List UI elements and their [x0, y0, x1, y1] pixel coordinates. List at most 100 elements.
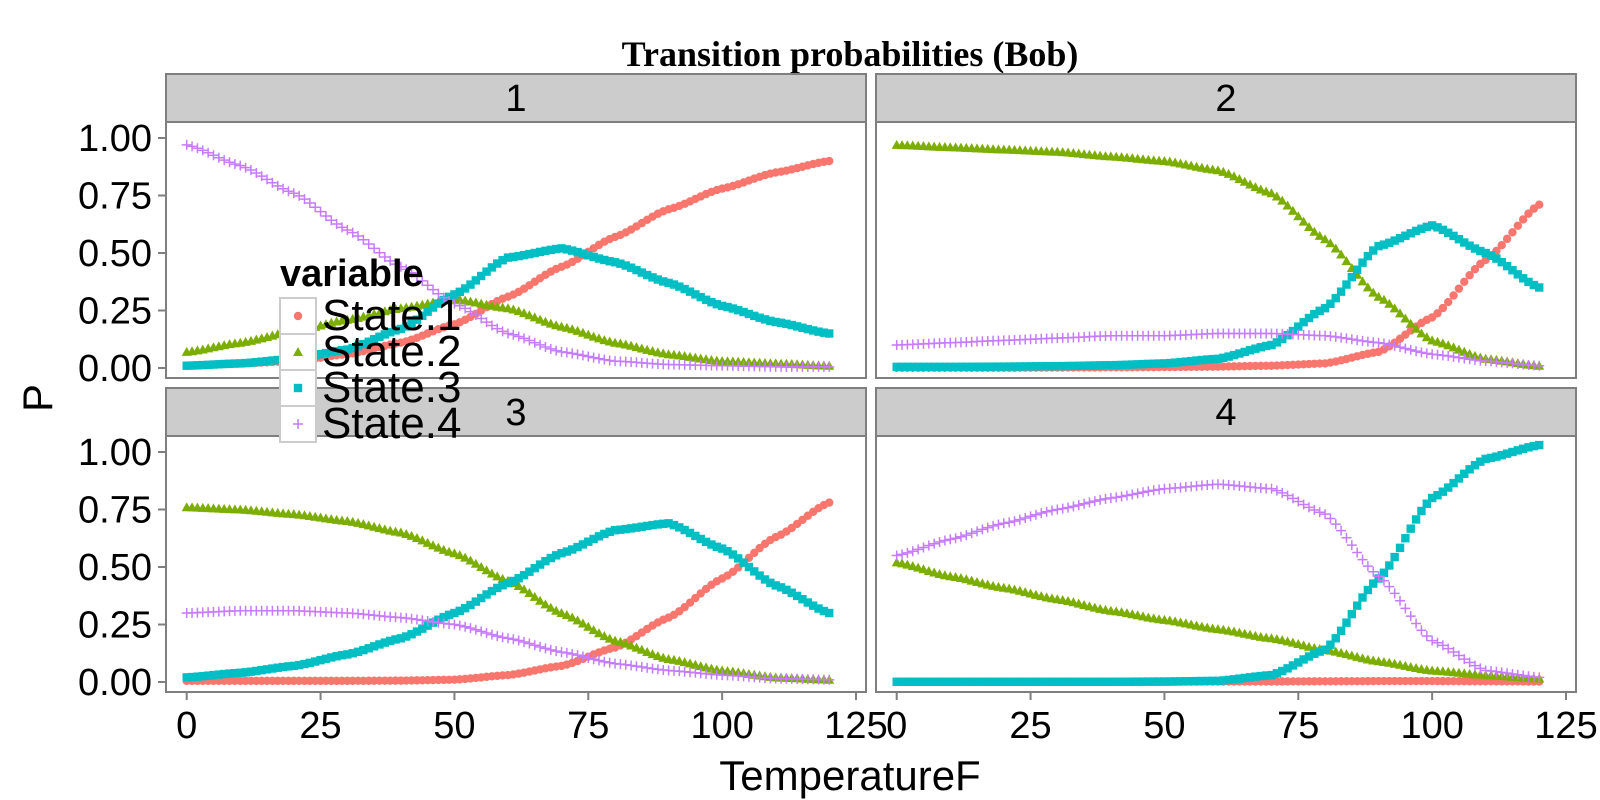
data-point — [1239, 176, 1250, 186]
data-point — [1282, 490, 1293, 501]
data-point — [907, 546, 918, 557]
data-point — [760, 315, 770, 324]
data-point — [1213, 354, 1223, 363]
data-point — [1460, 469, 1469, 478]
data-point — [1357, 276, 1368, 286]
data-point — [1454, 235, 1464, 244]
facet-panels: 1 2 3 4 — [165, 73, 1577, 693]
data-point — [1535, 283, 1544, 292]
data-point — [808, 601, 818, 610]
data-point — [321, 348, 331, 358]
data-point — [819, 606, 829, 616]
data-point — [411, 533, 422, 543]
data-point — [1101, 677, 1110, 686]
data-point — [1363, 585, 1373, 595]
data-point — [588, 625, 599, 635]
data-point — [1416, 625, 1427, 636]
data-point — [1063, 361, 1073, 371]
data-point — [1385, 561, 1394, 570]
x-tick-label: 125 — [824, 705, 887, 747]
data-point — [604, 657, 615, 668]
data-point — [578, 249, 588, 258]
data-point — [257, 357, 266, 366]
data-point — [402, 632, 411, 641]
data-point — [320, 210, 331, 221]
data-point — [919, 362, 928, 372]
data-point — [556, 647, 567, 658]
data-point — [1513, 221, 1523, 230]
data-point — [1535, 440, 1544, 450]
data-point — [1529, 441, 1539, 451]
data-point — [1101, 361, 1110, 370]
data-point — [771, 317, 780, 327]
data-point — [1336, 626, 1346, 636]
data-point — [593, 628, 604, 638]
data-point — [1138, 487, 1149, 498]
data-point — [187, 361, 197, 370]
data-point — [262, 174, 273, 185]
data-point — [766, 316, 775, 326]
data-point — [929, 677, 939, 686]
x-tick-label: 75 — [1277, 705, 1319, 747]
data-point — [1320, 645, 1330, 654]
data-point — [588, 352, 599, 363]
series-state-3 — [182, 244, 834, 370]
data-point — [428, 540, 439, 550]
data-point — [1411, 323, 1422, 333]
data-point — [1208, 676, 1217, 686]
data-point — [988, 677, 998, 686]
data-point — [245, 165, 256, 176]
data-point — [593, 655, 604, 666]
data-point — [471, 597, 481, 606]
data-point — [1089, 496, 1100, 507]
data-point — [1299, 655, 1308, 664]
data-point — [567, 648, 578, 659]
data-point — [1346, 334, 1357, 345]
y-axis-ticks: 0.00 0.25 0.50 0.75 1.00 0.00 0.25 0.50 0.75 1.00 — [78, 118, 166, 704]
data-point — [760, 575, 770, 584]
data-point — [1421, 348, 1432, 359]
data-point — [1379, 240, 1389, 249]
data-point — [396, 324, 406, 334]
data-point — [1460, 277, 1469, 286]
data-point — [1015, 677, 1025, 686]
data-point — [739, 558, 748, 567]
data-point — [369, 642, 379, 651]
data-point — [1443, 351, 1454, 362]
data-point — [262, 356, 272, 366]
data-point — [449, 548, 460, 558]
legend-key — [279, 297, 317, 335]
data-point — [572, 650, 583, 661]
data-point — [347, 227, 358, 238]
data-point — [1149, 359, 1158, 368]
data-point — [659, 277, 668, 286]
data-point — [1405, 318, 1416, 328]
data-point — [648, 273, 657, 282]
data-point — [1453, 344, 1464, 354]
data-point — [1154, 677, 1164, 686]
data-point — [1453, 352, 1464, 363]
data-point — [272, 180, 283, 191]
data-point — [1459, 346, 1470, 356]
data-point — [1395, 234, 1405, 243]
data-point — [1502, 449, 1512, 458]
data-point — [955, 531, 966, 542]
data-point — [903, 677, 912, 686]
data-point — [1368, 566, 1379, 577]
data-point — [1448, 646, 1459, 657]
data-point — [1111, 492, 1122, 503]
data-point — [1459, 353, 1470, 364]
data-point — [546, 553, 556, 563]
data-point — [1416, 328, 1427, 338]
data-point — [593, 333, 604, 343]
data-point — [187, 672, 197, 682]
series-state-4 — [891, 328, 1545, 371]
data-point — [513, 331, 524, 342]
data-point — [551, 551, 561, 560]
data-point — [600, 255, 609, 265]
data-point — [224, 157, 235, 168]
data-point — [508, 329, 519, 340]
data-point — [1390, 552, 1399, 562]
x-axis-title: TemperatureF — [719, 752, 980, 799]
